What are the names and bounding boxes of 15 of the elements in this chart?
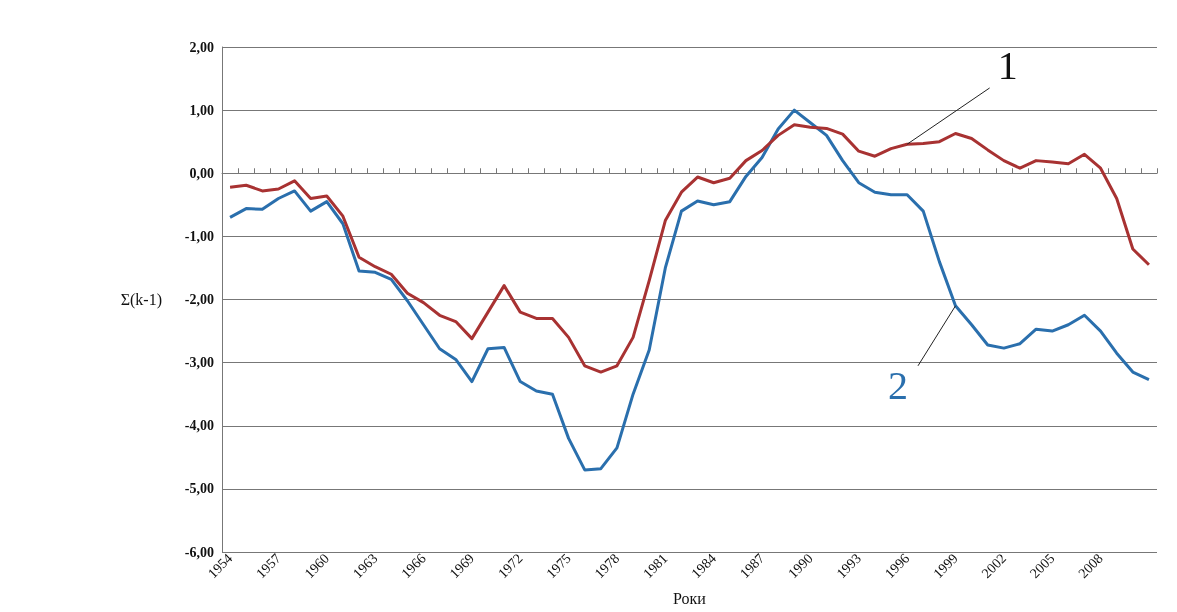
- series-label: 2: [887, 363, 908, 409]
- y-tick-label: -5,00: [184, 481, 214, 497]
- y-tick-label: 2,00: [189, 39, 214, 55]
- series-label: 1: [997, 43, 1018, 89]
- y-tick-label: 0,00: [189, 165, 214, 181]
- x-axis-title: Роки: [673, 589, 707, 607]
- y-tick-label: -4,00: [184, 418, 214, 434]
- y-tick-label: 1,00: [189, 102, 214, 118]
- x-tick-label: 1981: [640, 550, 671, 582]
- line-series: [228, 108, 1151, 472]
- y-tick-label: -1,00: [184, 228, 214, 244]
- y-tick-label: -2,00: [184, 292, 214, 307]
- y-tick-label: -3,00: [184, 355, 214, 371]
- y-axis-title: Σ(k-1): [120, 291, 162, 309]
- line-series: [228, 123, 1151, 374]
